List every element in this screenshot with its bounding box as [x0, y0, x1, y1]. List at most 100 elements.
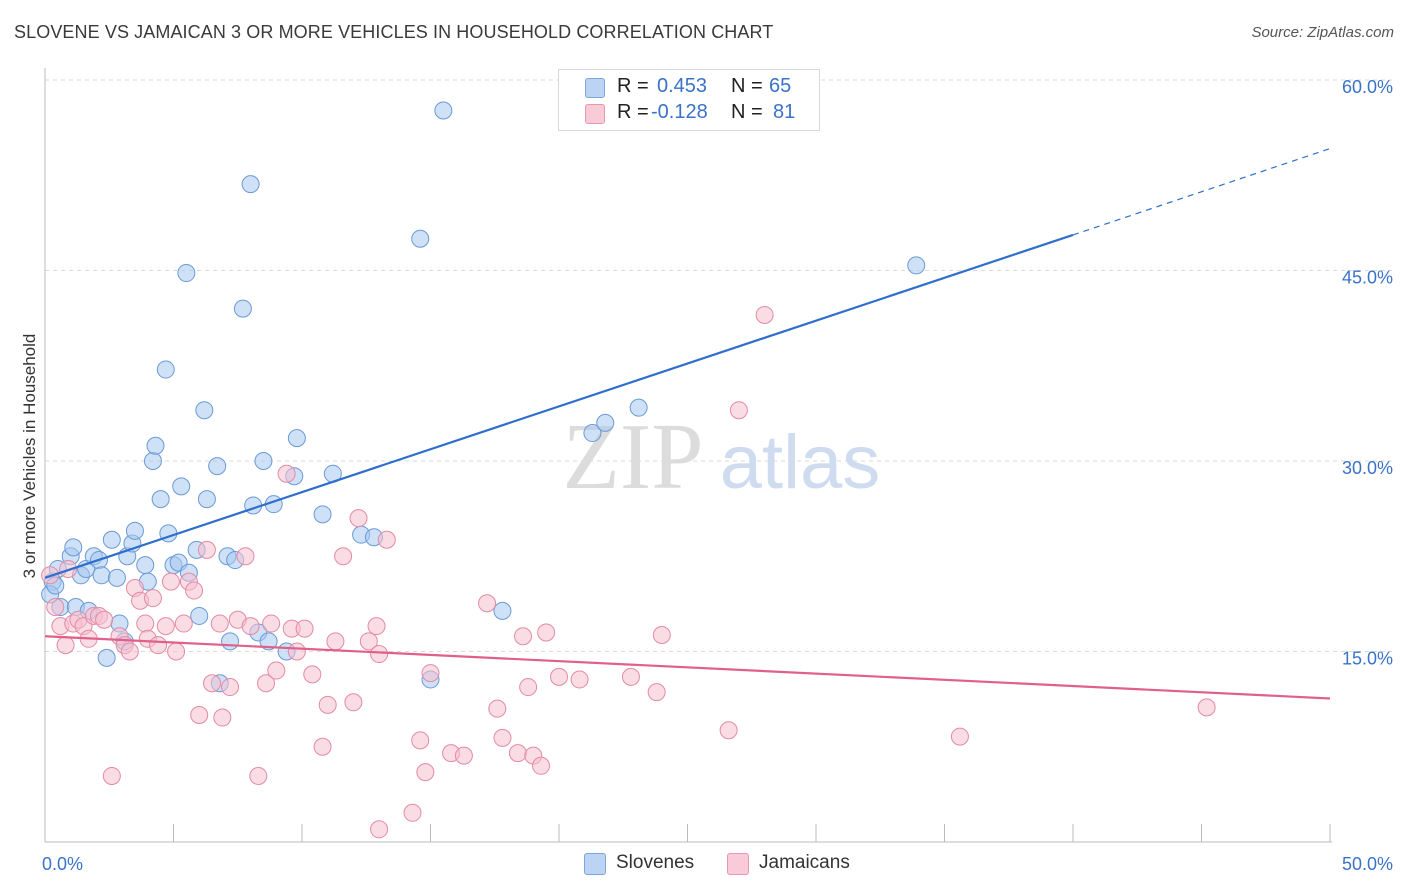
slovene-point-34: [195, 401, 214, 420]
jamaican-point-69: [532, 756, 551, 775]
slovene-point-25: [156, 360, 175, 379]
jamaican-point-15: [120, 642, 139, 661]
y-tick-label-0: 15.0%: [1342, 649, 1393, 669]
legend-r-label: R =: [617, 75, 649, 97]
jamaican-point-81: [370, 820, 389, 839]
jamaican-point-30: [203, 674, 222, 693]
jamaican-point-77: [729, 401, 748, 420]
slovene-point-19: [125, 521, 144, 540]
legend-n-value: 81: [773, 101, 796, 123]
jamaican-point-59: [421, 664, 440, 683]
jamaican-point-53: [367, 617, 386, 636]
jamaican-point-71: [550, 667, 568, 686]
jamaican-point-45: [303, 665, 322, 684]
axes: [44, 68, 1332, 843]
jamaican-point-25: [174, 614, 193, 633]
bottom-legend-label-slovenes: Slovenes: [616, 852, 695, 873]
slovene-point-60: [596, 413, 615, 432]
slovene-point-50: [287, 429, 306, 448]
jamaican-point-4: [59, 559, 78, 578]
bottom-legend-swatch-jamaicans: [727, 853, 749, 875]
watermark-zip: ZIP: [563, 405, 704, 509]
slovene-point-41: [233, 299, 252, 318]
jamaican-point-22: [156, 617, 175, 636]
jamaican-point-58: [416, 763, 435, 782]
jamaican-point-74: [647, 683, 666, 702]
legend-swatch-jamaicans: [585, 104, 605, 124]
slovene-trend-extension: [1072, 148, 1331, 236]
jamaican-point-65: [508, 744, 527, 763]
jamaican-point-29: [197, 540, 216, 559]
slovene-point-13: [102, 530, 121, 549]
jamaican-point-49: [334, 547, 353, 566]
slovene-point-35: [197, 490, 216, 509]
jamaican-point-44: [295, 619, 314, 638]
slovene-point-59: [583, 424, 602, 443]
jamaican-point-38: [257, 674, 276, 693]
jamaican-point-47: [318, 695, 337, 714]
chart-source: Source: ZipAtlas.com: [1251, 24, 1394, 41]
jamaican-point-57: [411, 731, 430, 750]
jamaican-point-18: [136, 614, 155, 633]
jamaican-point-61: [454, 746, 473, 765]
data-points: [41, 101, 1216, 839]
jamaican-point-36: [241, 617, 260, 636]
slovene-point-62: [907, 256, 926, 275]
x-tick-label-0: 0.0%: [42, 854, 83, 874]
slovene-point-29: [172, 477, 191, 496]
jamaican-point-12: [102, 766, 121, 785]
jamaican-point-55: [377, 530, 396, 549]
jamaican-point-40: [267, 661, 286, 680]
jamaican-point-51: [349, 509, 368, 528]
jamaican-point-27: [185, 581, 204, 600]
legend-n-value: 65: [769, 75, 792, 97]
jamaican-point-32: [213, 708, 232, 727]
legend-row-slovenes: R = 0.453 N = 65: [559, 75, 819, 101]
slovene-point-55: [411, 229, 430, 248]
legend-r-value: -0.128: [651, 101, 708, 123]
jamaican-point-80: [1197, 698, 1216, 717]
jamaican-point-23: [161, 572, 180, 591]
jamaican-point-62: [478, 594, 497, 613]
slovene-point-30: [177, 264, 196, 283]
jamaican-point-73: [621, 667, 640, 686]
y-axis-label: 3 or more Vehicles in Household: [20, 333, 39, 579]
jamaican-point-11: [95, 610, 114, 629]
jamaican-point-66: [514, 627, 533, 646]
legend-swatch-slovenes: [585, 78, 605, 98]
legend-r-value: 0.453: [657, 75, 708, 97]
jamaican-trend-line: [44, 635, 1331, 700]
jamaican-point-31: [210, 614, 229, 633]
jamaican-point-76: [719, 721, 738, 740]
jamaican-point-21: [149, 636, 168, 655]
jamaican-point-20: [143, 589, 162, 608]
slovene-point-12: [97, 648, 116, 667]
legend-n-label: N =: [731, 75, 763, 97]
jamaican-point-24: [167, 642, 186, 661]
jamaican-point-64: [493, 728, 512, 747]
jamaican-point-70: [537, 623, 556, 642]
slovene-point-33: [190, 606, 209, 625]
slovene-point-14: [107, 568, 126, 587]
jamaican-point-63: [488, 699, 507, 718]
jamaican-point-3: [56, 636, 75, 655]
slovene-point-45: [254, 452, 273, 470]
trend-lines: [44, 148, 1331, 700]
jamaican-point-41: [277, 464, 296, 483]
jamaican-point-56: [403, 803, 422, 822]
legend-n-label: N =: [731, 101, 763, 123]
legend-row-jamaicans: R = -0.128 N = 81: [559, 101, 819, 127]
watermark: ZIP atlas: [563, 405, 881, 509]
tick-labels: 15.0% 30.0% 45.0% 60.0% 0.0% 50.0%: [42, 77, 1393, 874]
slovene-trend-line: [44, 233, 1074, 579]
jamaican-point-52: [359, 632, 378, 651]
jamaican-point-33: [221, 678, 240, 697]
jamaican-point-1: [46, 598, 65, 617]
slovene-point-11: [92, 566, 111, 585]
chart-title: SLOVENE VS JAMAICAN 3 OR MORE VEHICLES I…: [14, 22, 774, 42]
y-tick-label-2: 45.0%: [1342, 268, 1393, 288]
slovene-point-46: [259, 632, 278, 651]
slovene-point-57: [434, 101, 453, 120]
jamaican-point-54: [370, 645, 389, 664]
jamaican-point-39: [262, 614, 281, 633]
